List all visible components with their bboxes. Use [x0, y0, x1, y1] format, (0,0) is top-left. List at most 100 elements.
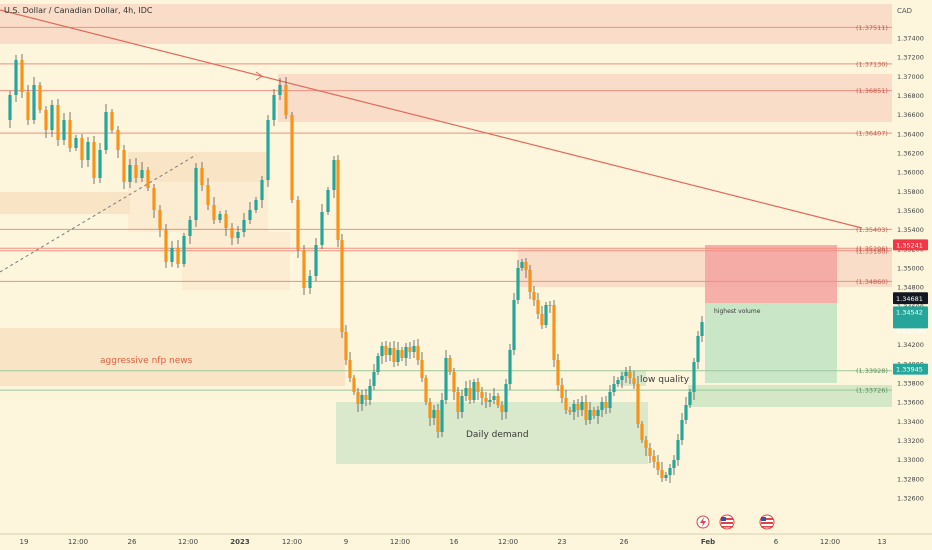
candle-body[interactable] [290, 115, 294, 200]
candle-body[interactable] [296, 200, 300, 250]
candle-body[interactable] [608, 392, 612, 408]
candle-body[interactable] [266, 120, 270, 180]
candle-body[interactable] [644, 440, 648, 448]
candle-body[interactable] [236, 232, 240, 238]
candle-body[interactable] [600, 402, 604, 410]
candle-body[interactable] [584, 402, 588, 420]
candle-body[interactable] [476, 382, 480, 392]
candle-body[interactable] [380, 346, 384, 356]
candle-body[interactable] [660, 470, 664, 478]
candle-body[interactable] [488, 400, 492, 402]
candle-body[interactable] [44, 110, 48, 130]
candle-body[interactable] [632, 378, 636, 384]
candle-body[interactable] [384, 346, 388, 355]
candle-body[interactable] [576, 404, 580, 410]
candle-body[interactable] [206, 185, 210, 205]
candle-body[interactable] [122, 150, 126, 182]
candle-body[interactable] [504, 384, 508, 412]
candle-body[interactable] [92, 142, 96, 178]
candle-body[interactable] [372, 372, 376, 386]
candle-body[interactable] [20, 60, 24, 92]
candle-body[interactable] [688, 392, 692, 405]
candle-body[interactable] [484, 398, 488, 402]
candle-body[interactable] [364, 395, 368, 400]
candle-body[interactable] [596, 410, 600, 416]
candle-body[interactable] [26, 92, 30, 120]
usa-flag-icon[interactable] [759, 514, 775, 530]
candle-body[interactable] [218, 214, 222, 220]
candle-body[interactable] [512, 300, 516, 350]
candle-body[interactable] [200, 168, 204, 185]
candle-body[interactable] [176, 248, 180, 264]
candle-body[interactable] [448, 358, 452, 372]
candle-body[interactable] [152, 188, 156, 210]
candle-body[interactable] [696, 336, 700, 362]
candle-body[interactable] [308, 276, 312, 288]
candle-body[interactable] [388, 348, 392, 355]
candle-body[interactable] [248, 210, 252, 220]
candle-body[interactable] [8, 95, 12, 120]
candle-body[interactable] [656, 462, 660, 470]
candle-body[interactable] [500, 405, 504, 412]
candle-body[interactable] [428, 402, 432, 418]
candle-body[interactable] [628, 372, 632, 378]
candle-body[interactable] [396, 350, 400, 362]
candle-body[interactable] [408, 347, 412, 352]
candle-body[interactable] [98, 150, 102, 178]
candle-body[interactable] [492, 396, 496, 400]
candle-body[interactable] [376, 356, 380, 372]
candle-body[interactable] [360, 395, 364, 404]
candle-body[interactable] [680, 420, 684, 440]
candle-body[interactable] [472, 382, 476, 400]
candle-body[interactable] [260, 180, 264, 200]
candle-body[interactable] [412, 346, 416, 352]
candle-body[interactable] [692, 362, 696, 392]
candle-body[interactable] [110, 112, 114, 130]
candle-body[interactable] [460, 396, 464, 412]
candle-body[interactable] [224, 214, 228, 228]
candle-body[interactable] [664, 475, 668, 478]
candle-body[interactable] [556, 360, 560, 385]
candle-body[interactable] [468, 388, 472, 400]
candle-body[interactable] [140, 170, 144, 178]
candle-body[interactable] [424, 378, 428, 402]
candle-body[interactable] [436, 410, 440, 432]
candle-body[interactable] [272, 95, 276, 120]
candle-body[interactable] [368, 386, 372, 400]
candle-body[interactable] [38, 85, 42, 110]
candle-body[interactable] [588, 410, 592, 420]
candle-body[interactable] [480, 392, 484, 398]
candle-body[interactable] [444, 358, 448, 400]
candle-body[interactable] [320, 212, 324, 245]
candle-body[interactable] [640, 424, 644, 440]
ascending-dashed-trendline[interactable] [0, 154, 197, 273]
candle-body[interactable] [528, 270, 532, 292]
candle-body[interactable] [592, 410, 596, 416]
candle-body[interactable] [508, 350, 512, 384]
candle-body[interactable] [536, 300, 540, 314]
candle-body[interactable] [182, 236, 186, 264]
candle-body[interactable] [116, 130, 120, 150]
candle-body[interactable] [164, 230, 168, 262]
candle-body[interactable] [560, 385, 564, 398]
candle-body[interactable] [684, 405, 688, 420]
candle-body[interactable] [636, 384, 640, 424]
candle-body[interactable] [432, 410, 436, 418]
candle-body[interactable] [700, 322, 704, 336]
candle-body[interactable] [620, 376, 624, 380]
candle-body[interactable] [326, 190, 330, 212]
candle-body[interactable] [62, 120, 66, 140]
candle-body[interactable] [348, 360, 352, 378]
candle-body[interactable] [564, 398, 568, 410]
candle-body[interactable] [612, 384, 616, 392]
candle-body[interactable] [624, 372, 628, 376]
candle-body[interactable] [302, 250, 306, 288]
candle-body[interactable] [336, 160, 340, 240]
candle-body[interactable] [420, 360, 424, 378]
candle-body[interactable] [74, 138, 78, 148]
lightning-icon[interactable] [696, 515, 710, 529]
candle-body[interactable] [212, 205, 216, 220]
candle-body[interactable] [56, 105, 60, 140]
candle-body[interactable] [242, 220, 246, 232]
